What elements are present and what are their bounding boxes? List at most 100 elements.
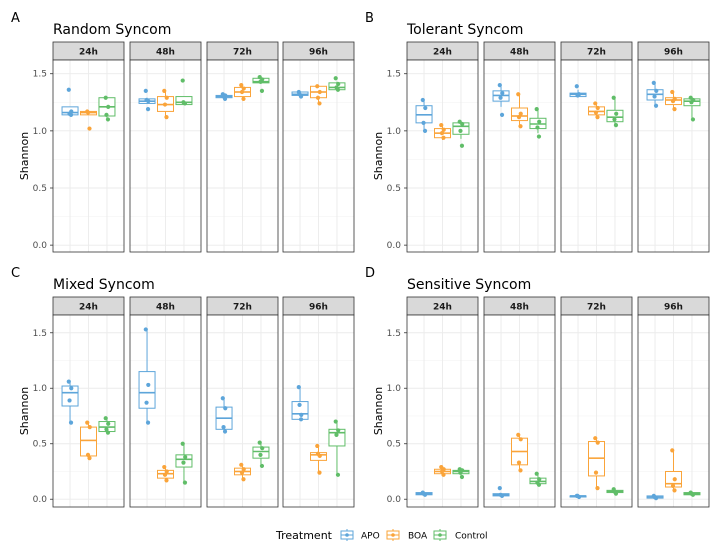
box: [80, 426, 97, 457]
data-point: [670, 448, 675, 453]
data-point: [595, 440, 600, 445]
boxplot-APO: [61, 87, 79, 117]
data-point: [458, 128, 463, 133]
boxplot-APO: [138, 88, 156, 112]
data-point: [336, 428, 341, 433]
data-point: [239, 89, 245, 95]
data-point: [652, 494, 657, 500]
data-point: [575, 93, 580, 98]
boxplot-Control: [452, 119, 470, 148]
boxplot-Control: [683, 490, 701, 497]
data-point: [518, 124, 523, 129]
data-point: [497, 486, 502, 491]
panel-title: Tolerant Syncom: [406, 22, 523, 38]
boxplot-Control: [175, 78, 193, 106]
data-point: [612, 117, 617, 122]
data-point: [87, 126, 92, 131]
facet-border: [406, 59, 479, 253]
data-point: [518, 111, 523, 116]
boxplot-BOA: [665, 448, 682, 493]
data-point: [518, 437, 523, 442]
legend-item-Control: Control: [433, 529, 488, 542]
y-tick-label: 1.5: [387, 329, 401, 339]
data-point: [87, 456, 92, 461]
data-point: [239, 462, 244, 467]
boxplot-Control: [175, 441, 193, 485]
data-point: [575, 493, 580, 499]
data-point: [259, 463, 265, 469]
data-point: [460, 121, 465, 127]
data-point: [423, 105, 428, 111]
boxplot-Control: [606, 95, 624, 128]
data-point: [317, 89, 322, 95]
boxplot-Control: [98, 95, 116, 122]
legend-label: BOA: [408, 532, 428, 542]
data-point: [691, 97, 696, 103]
facet-strip-label: 72h: [233, 303, 252, 313]
facet-72h: 72h: [560, 41, 633, 253]
data-point: [143, 88, 148, 93]
boxplot-Control: [252, 440, 270, 469]
data-point: [162, 464, 167, 470]
data-point: [651, 80, 656, 85]
boxplot-APO: [215, 396, 233, 434]
data-point: [297, 402, 302, 407]
data-point: [670, 483, 676, 489]
facet-24h: 24h: [404, 41, 479, 253]
facet-border: [483, 314, 556, 508]
data-point: [69, 109, 74, 114]
data-point: [103, 95, 108, 100]
boxplot-APO: [569, 493, 587, 500]
panel-tag: A: [11, 11, 20, 26]
facet-border: [282, 59, 355, 253]
data-point: [145, 420, 151, 425]
boxplot-BOA: [511, 92, 528, 129]
data-point: [317, 470, 322, 475]
data-point: [535, 480, 540, 485]
facet-border: [637, 59, 710, 253]
facet-border: [406, 314, 479, 508]
data-point: [498, 492, 503, 497]
boxplot-Control: [683, 95, 701, 122]
facet-border: [206, 59, 279, 253]
data-point: [106, 421, 111, 426]
data-point: [497, 83, 502, 88]
data-point: [298, 417, 304, 422]
data-point: [460, 468, 465, 473]
facet-border: [52, 59, 125, 253]
boxplot-APO: [415, 97, 433, 133]
legend-item-APO: APO: [340, 529, 380, 542]
y-tick-label: 0.5: [33, 184, 47, 194]
y-tick-label: 0.5: [387, 184, 401, 194]
boxplot-BOA: [234, 462, 251, 482]
data-point: [181, 460, 186, 465]
data-point: [164, 115, 169, 120]
box: [61, 385, 79, 407]
data-point: [221, 424, 226, 430]
data-point: [69, 386, 74, 391]
boxplot-Control: [452, 467, 470, 480]
legend-title: Treatment: [275, 529, 333, 542]
data-point: [143, 327, 148, 332]
facet-border: [52, 314, 125, 508]
facet-strip-label: 72h: [587, 48, 606, 58]
data-point: [516, 460, 522, 465]
data-point: [537, 119, 542, 124]
facet-48h: 48h: [129, 296, 202, 508]
data-point: [518, 468, 523, 473]
y-tick-label: 1.0: [33, 384, 48, 394]
facet-strip-label: 48h: [510, 303, 529, 313]
facet-strip-label: 96h: [309, 48, 328, 58]
boxplot-Control: [328, 419, 346, 477]
facet-strip-label: 96h: [664, 48, 683, 58]
data-point: [68, 420, 74, 425]
y-tick-label: 0.0: [33, 241, 48, 251]
boxplot-APO: [646, 493, 664, 501]
data-point: [105, 430, 111, 435]
data-point: [672, 96, 677, 101]
facet-border: [560, 59, 633, 253]
data-point: [653, 103, 659, 108]
y-tick-label: 0.0: [387, 495, 402, 505]
legend: Treatment APO BOA Control: [275, 529, 488, 542]
